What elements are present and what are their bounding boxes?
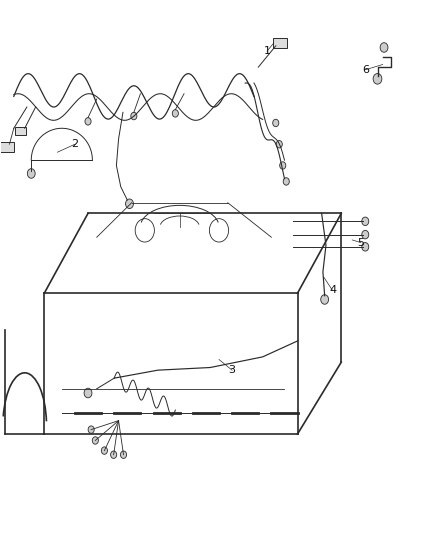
Text: 1: 1 <box>264 46 271 56</box>
Circle shape <box>101 447 107 454</box>
Circle shape <box>276 141 283 148</box>
Circle shape <box>120 451 127 458</box>
Circle shape <box>321 295 328 304</box>
Circle shape <box>126 199 134 208</box>
Circle shape <box>362 217 369 225</box>
Circle shape <box>362 243 369 251</box>
Circle shape <box>373 74 382 84</box>
Text: 2: 2 <box>71 139 78 149</box>
Circle shape <box>280 162 286 169</box>
Circle shape <box>92 437 99 444</box>
Circle shape <box>273 119 279 127</box>
Circle shape <box>362 230 369 239</box>
Circle shape <box>172 110 178 117</box>
Circle shape <box>131 112 137 120</box>
Circle shape <box>283 177 289 185</box>
Circle shape <box>111 451 117 458</box>
Circle shape <box>27 168 35 178</box>
Circle shape <box>380 43 388 52</box>
Bar <box>273 38 287 49</box>
Circle shape <box>85 118 91 125</box>
Bar <box>0 142 14 152</box>
Circle shape <box>84 388 92 398</box>
Bar <box>15 127 25 135</box>
Text: 4: 4 <box>329 286 336 295</box>
Circle shape <box>88 426 94 433</box>
Text: 3: 3 <box>229 365 236 375</box>
Text: 5: 5 <box>357 238 364 247</box>
Text: 6: 6 <box>362 65 369 75</box>
